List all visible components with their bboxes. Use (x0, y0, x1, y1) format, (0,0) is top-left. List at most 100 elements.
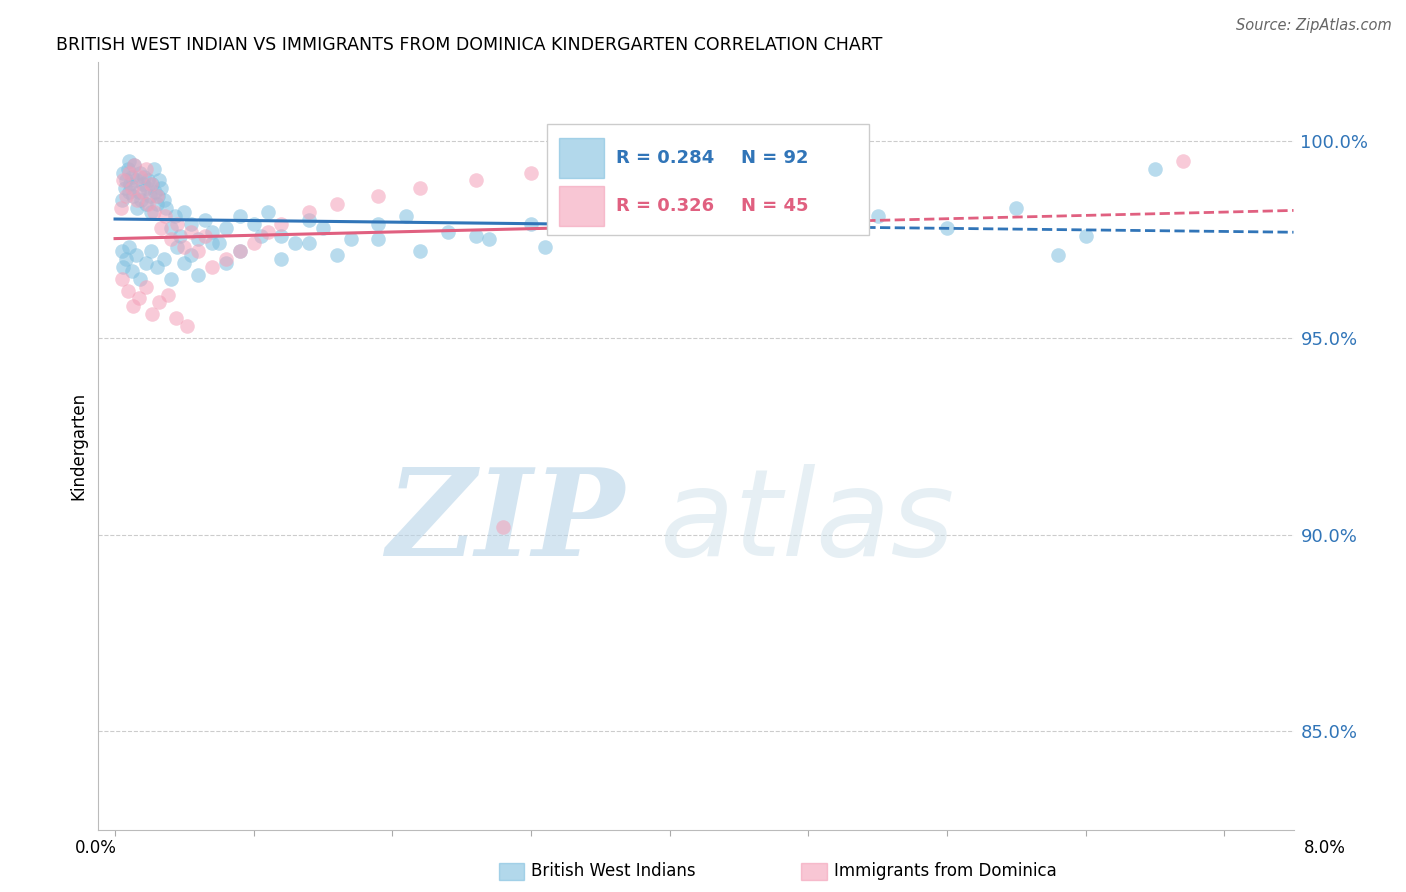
Point (187, 268, 209, 282)
Point (135, 256, 157, 270)
Point (367, 189, 389, 203)
Point (187, 232, 209, 246)
Text: 0.0%: 0.0% (75, 838, 117, 856)
Point (326, 197, 349, 211)
Point (136, 173, 159, 187)
Y-axis label: Kindergarten: Kindergarten (69, 392, 87, 500)
Point (153, 209, 176, 223)
Point (409, 244, 432, 259)
Point (180, 248, 202, 262)
Point (111, 244, 134, 259)
Point (1046, 248, 1069, 262)
Point (1005, 201, 1028, 215)
Point (534, 240, 557, 254)
Point (395, 209, 418, 223)
Point (122, 189, 145, 203)
Point (201, 236, 224, 251)
Bar (558, 186, 605, 226)
Point (124, 158, 146, 172)
Point (215, 256, 238, 270)
Point (256, 225, 278, 239)
Point (131, 193, 153, 207)
Point (121, 181, 143, 195)
Point (464, 173, 486, 187)
Point (478, 232, 501, 246)
Point (312, 220, 335, 235)
Text: Source: ZipAtlas.com: Source: ZipAtlas.com (1236, 18, 1392, 33)
Point (124, 158, 146, 172)
Point (125, 248, 148, 262)
Point (339, 232, 361, 246)
Point (132, 186, 155, 200)
Point (180, 225, 202, 239)
Point (135, 161, 157, 176)
Point (143, 186, 166, 200)
Point (935, 220, 957, 235)
Point (229, 244, 252, 259)
Point (129, 165, 152, 179)
Point (128, 292, 150, 306)
Point (1143, 161, 1166, 176)
Point (326, 248, 349, 262)
Point (155, 201, 177, 215)
Point (135, 279, 157, 293)
Point (118, 186, 141, 200)
Text: British West Indians: British West Indians (531, 863, 696, 880)
Point (520, 217, 543, 231)
Point (139, 244, 162, 259)
Point (112, 165, 135, 179)
Point (165, 311, 187, 326)
Point (270, 228, 292, 243)
Text: atlas: atlas (661, 464, 956, 582)
Point (114, 181, 136, 195)
Point (700, 212, 723, 227)
Point (118, 153, 141, 168)
Point (145, 260, 167, 274)
Point (159, 272, 181, 286)
Point (575, 205, 598, 219)
Point (298, 205, 321, 219)
Point (180, 217, 202, 231)
Point (120, 178, 142, 192)
Point (152, 193, 174, 207)
Point (152, 252, 174, 267)
Text: BRITISH WEST INDIAN VS IMMIGRANTS FROM DOMINICA KINDERGARTEN CORRELATION CHART: BRITISH WEST INDIAN VS IMMIGRANTS FROM D… (56, 36, 883, 54)
Point (159, 220, 181, 235)
Point (111, 193, 134, 207)
Point (136, 197, 159, 211)
Point (215, 252, 238, 267)
Point (169, 228, 191, 243)
Point (110, 201, 132, 215)
Point (194, 228, 217, 243)
Point (148, 173, 170, 187)
Point (136, 181, 159, 195)
Point (520, 165, 543, 179)
Point (249, 228, 271, 243)
Point (149, 181, 172, 195)
Point (129, 272, 152, 286)
Point (631, 220, 654, 235)
Point (166, 217, 188, 231)
Point (1074, 228, 1097, 243)
Text: N = 45: N = 45 (741, 197, 808, 215)
Point (866, 209, 889, 223)
Point (115, 173, 138, 187)
Point (141, 178, 163, 192)
Point (163, 209, 186, 223)
Point (139, 178, 162, 192)
Text: N = 92: N = 92 (741, 149, 808, 167)
Point (146, 189, 169, 203)
Point (187, 244, 209, 259)
Point (229, 244, 252, 259)
Point (139, 205, 162, 219)
Point (492, 519, 515, 533)
Point (122, 299, 145, 313)
Point (156, 287, 179, 301)
Point (149, 220, 172, 235)
Point (797, 201, 820, 215)
Point (409, 181, 432, 195)
Point (132, 178, 155, 192)
Text: ZIP: ZIP (387, 464, 624, 582)
Point (142, 205, 165, 219)
Point (112, 173, 135, 187)
